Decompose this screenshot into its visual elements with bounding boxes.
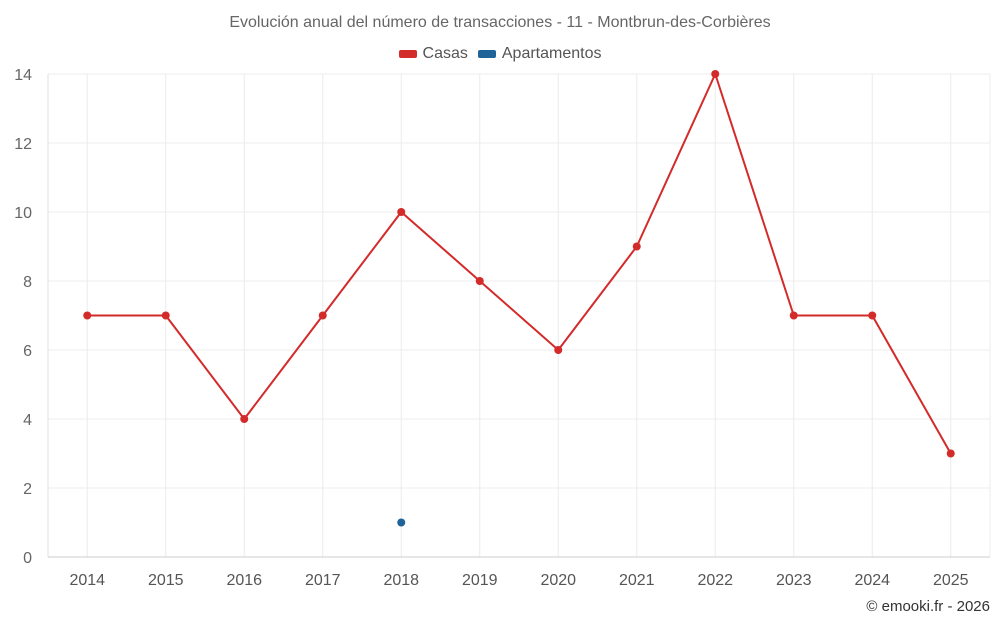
legend-item-casas[interactable]: Casas (398, 45, 468, 63)
y-tick-label: 0 (23, 550, 32, 567)
data-point-apartamentos (397, 518, 406, 527)
data-point-casas (397, 208, 406, 216)
data-point-casas (946, 449, 955, 458)
legend-item-apartamentos[interactable]: Apartamentos (477, 45, 602, 63)
data-point-casas (240, 415, 249, 423)
x-tick-label: 2023 (776, 572, 812, 589)
data-point-casas (554, 346, 563, 354)
data-point-casas (161, 311, 170, 320)
x-tick-label: 2022 (697, 572, 733, 589)
data-point-casas (83, 311, 92, 320)
x-tick-label: 2018 (383, 572, 419, 589)
y-tick-label: 8 (23, 274, 32, 291)
y-tick-label: 6 (23, 343, 32, 360)
x-tick-label: 2016 (226, 572, 262, 589)
y-tick-label: 2 (23, 481, 32, 498)
chart-title: Evolución anual del número de transaccio… (229, 14, 771, 31)
legend-swatch-casas (398, 50, 417, 58)
y-tick-label: 10 (14, 205, 32, 222)
legend: Casas Apartamentos (0, 45, 1000, 63)
legend-label-casas: Casas (422, 45, 468, 62)
x-tick-label: 2017 (305, 572, 341, 589)
data-point-casas (632, 242, 641, 251)
x-tick-label: 2019 (462, 572, 498, 589)
x-tick-label: 2024 (854, 572, 890, 589)
data-point-casas (318, 311, 327, 320)
y-tick-label: 12 (14, 136, 32, 153)
data-point-casas (868, 311, 877, 320)
credit-text: © emooki.fr - 2026 (866, 598, 990, 615)
x-tick-label: 2020 (540, 572, 576, 589)
data-point-casas (711, 70, 720, 78)
data-point-casas (789, 311, 798, 320)
legend-label-apartamentos: Apartamentos (501, 45, 602, 62)
x-tick-label: 2025 (933, 572, 969, 589)
y-tick-label: 4 (23, 412, 32, 429)
legend-swatch-apartamentos (477, 50, 496, 58)
y-tick-label: 14 (14, 67, 32, 84)
series-line-casas (87, 73, 952, 454)
x-tick-label: 2021 (619, 572, 655, 589)
x-tick-label: 2015 (148, 572, 184, 589)
data-point-casas (475, 277, 484, 285)
x-tick-label: 2014 (69, 572, 105, 589)
